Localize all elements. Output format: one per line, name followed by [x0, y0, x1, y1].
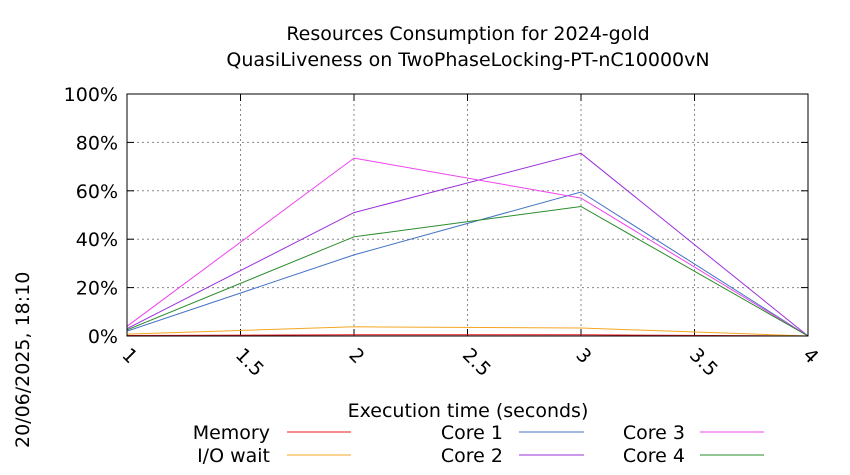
series-line-memory — [126, 334, 809, 337]
x-tick-label: 3 — [571, 344, 595, 368]
legend-label-core-2: Core 2 — [441, 445, 503, 467]
legend-label-core-3: Core 3 — [623, 422, 685, 444]
chart-title-line-1: Resources Consumption for 2024-gold — [286, 23, 649, 45]
x-tick-label: 1.5 — [231, 344, 268, 381]
series-line-core-3 — [126, 157, 809, 337]
x-axis-label: Execution time (seconds) — [348, 400, 589, 422]
plot-frame — [126, 93, 809, 337]
legend-label-i-o-wait: I/O wait — [197, 445, 270, 467]
x-tick-label: 2.5 — [458, 344, 495, 381]
y-tick-label: 60% — [76, 181, 118, 203]
series-line-core-4 — [126, 205, 809, 337]
x-tick-label: 2 — [344, 344, 368, 368]
legend-label-memory: Memory — [193, 422, 270, 444]
series-line-core-1 — [126, 191, 809, 337]
x-axis-ticks: 1 1.5 2 2.5 3 3.5 4 — [117, 94, 823, 381]
y-tick-label: 100% — [64, 84, 118, 106]
grid — [127, 94, 808, 336]
y-tick-label: 0% — [88, 326, 118, 348]
chart-title: Resources Consumption for 2024-gold Quas… — [226, 23, 709, 71]
chart-title-line-2: QuasiLiveness on TwoPhaseLocking-PT-nC10… — [226, 49, 709, 71]
x-tick-label: 3.5 — [685, 344, 722, 381]
timestamp: 20/06/2025, 18:10 — [12, 272, 34, 448]
legend-label-core-4: Core 4 — [623, 445, 685, 467]
x-tick-label: 1 — [117, 344, 141, 368]
x-tick-label: 4 — [798, 344, 822, 368]
series-line-core-2 — [126, 152, 809, 337]
y-tick-label: 20% — [76, 278, 118, 300]
y-axis-ticks: 0% 20% 40% 60% 80% 100% — [64, 84, 808, 348]
series-lines — [126, 152, 809, 337]
y-tick-label: 40% — [76, 229, 118, 251]
series-line-i-o-wait — [126, 326, 809, 337]
legend-label-core-1: Core 1 — [441, 422, 503, 444]
y-tick-label: 80% — [76, 132, 118, 154]
